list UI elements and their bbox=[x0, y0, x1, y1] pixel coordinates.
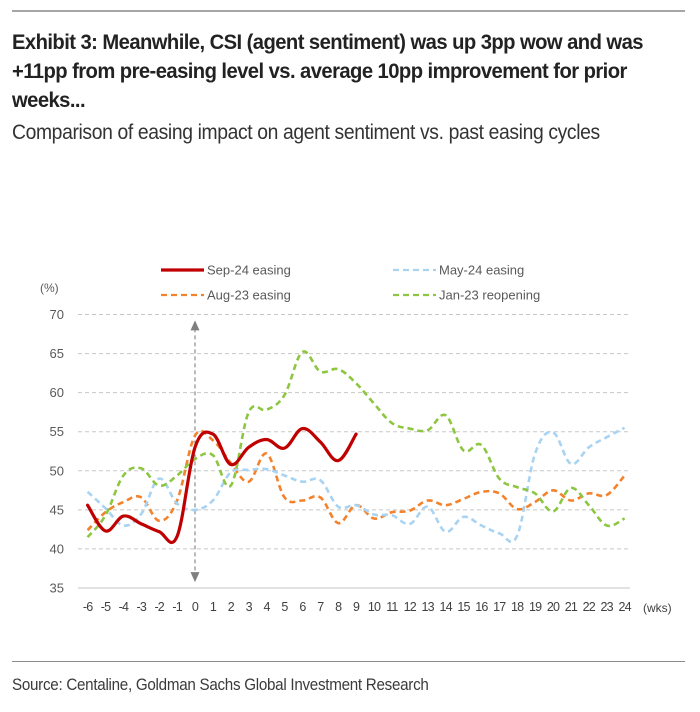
x-tick-label: 3 bbox=[246, 600, 253, 614]
x-tick-label: 24 bbox=[618, 600, 631, 614]
legend-item-may-24-easing: May-24 easing bbox=[393, 263, 524, 278]
x-tick-label: 22 bbox=[583, 600, 596, 614]
x-tick-label: -4 bbox=[119, 600, 129, 614]
x-tick-label: -3 bbox=[137, 600, 147, 614]
x-tick-label: 2 bbox=[228, 600, 235, 614]
x-tick-label: 1 bbox=[210, 600, 217, 614]
x-tick-label: 6 bbox=[299, 600, 306, 614]
legend-item-aug-23-easing: Aug-23 easing bbox=[161, 288, 291, 303]
legend-label: May-24 easing bbox=[439, 263, 524, 278]
x-tick-label: 13 bbox=[422, 600, 435, 614]
x-tick-label: 5 bbox=[281, 600, 288, 614]
y-axis-label: (%) bbox=[40, 281, 59, 295]
series-line-aug-23-easing bbox=[86, 429, 626, 532]
legend-label: Jan-23 reopening bbox=[439, 288, 540, 303]
x-tick-label: 16 bbox=[475, 600, 488, 614]
x-tick-label: 17 bbox=[493, 600, 506, 614]
arrow-down-icon bbox=[190, 572, 200, 583]
x-tick-label: 19 bbox=[529, 600, 542, 614]
y-tick-label: 40 bbox=[50, 541, 64, 556]
exhibit-subtitle: Comparison of easing impact on agent sen… bbox=[12, 121, 600, 144]
x-tick-label: 9 bbox=[353, 600, 360, 614]
x-tick-label: 15 bbox=[457, 600, 470, 614]
series-line-may-24-easing bbox=[86, 426, 626, 543]
gridlines bbox=[78, 314, 630, 589]
x-tick-label: 0 bbox=[192, 600, 199, 614]
y-tick-label: 50 bbox=[50, 463, 64, 478]
x-tick-label: 23 bbox=[601, 600, 614, 614]
x-tick-label: -5 bbox=[101, 600, 111, 614]
x-tick-label: -1 bbox=[172, 600, 182, 614]
y-tick-label: 70 bbox=[50, 307, 64, 322]
x-tick-label: -6 bbox=[83, 600, 93, 614]
x-tick-label: 8 bbox=[335, 600, 342, 614]
arrow-up-icon bbox=[190, 320, 200, 331]
bottom-rule bbox=[12, 661, 685, 662]
exhibit-title: Exhibit 3: Meanwhile, CSI (agent sentime… bbox=[12, 30, 643, 112]
top-rule bbox=[12, 10, 685, 12]
series-line-sep-24-easing bbox=[86, 426, 358, 545]
x-tick-label: -2 bbox=[154, 600, 164, 614]
y-tick-label: 65 bbox=[50, 346, 64, 361]
y-axis-ticks: 35 40 45 50 55 60 65 70 bbox=[50, 307, 64, 596]
x-tick-label: 11 bbox=[386, 600, 398, 614]
x-tick-label: 7 bbox=[317, 600, 324, 614]
legend-item-jan-23-reopening: Jan-23 reopening bbox=[393, 288, 540, 303]
x-tick-label: 20 bbox=[547, 600, 560, 614]
x-tick-label: 10 bbox=[368, 600, 381, 614]
x-tick-label: 21 bbox=[565, 600, 578, 614]
legend-label: Aug-23 easing bbox=[207, 288, 291, 303]
x-tick-label: 12 bbox=[404, 600, 417, 614]
legend-item-sep-24-easing: Sep-24 easing bbox=[161, 263, 291, 278]
x-tick-label: 4 bbox=[264, 600, 271, 614]
y-tick-label: 55 bbox=[50, 424, 64, 439]
y-tick-label: 60 bbox=[50, 385, 64, 400]
y-tick-label: 35 bbox=[50, 581, 64, 596]
y-tick-label: 45 bbox=[50, 502, 64, 517]
legend: Sep-24 easing May-24 easing Aug-23 easing J… bbox=[161, 263, 540, 303]
series-line-jan-23-reopening bbox=[86, 350, 626, 539]
x-axis-ticks: -6 -5 -4 -3 -2 -1 0 1 2 3 4 5 6 7 8 9 10 11 12 13 14 15 16 17 18… bbox=[83, 600, 633, 614]
x-tick-label: 14 bbox=[439, 600, 452, 614]
x-tick-label: 18 bbox=[511, 600, 524, 614]
series-lines bbox=[86, 350, 626, 545]
source-note: Source: Centaline, Goldman Sachs Global … bbox=[12, 676, 429, 694]
legend-label: Sep-24 easing bbox=[207, 263, 291, 278]
x-axis-label: (wks) bbox=[643, 601, 672, 615]
